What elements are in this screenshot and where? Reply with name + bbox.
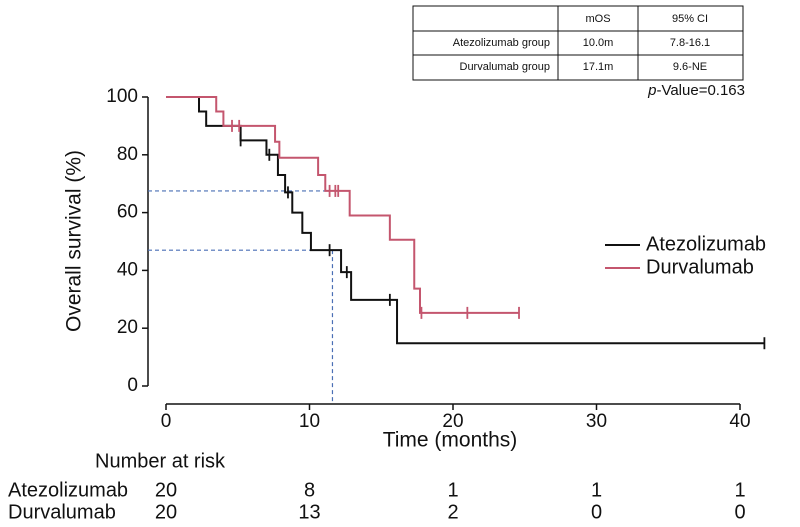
y-tick-label: 100	[106, 86, 138, 107]
risk-title: Number at risk	[95, 450, 226, 472]
y-tick-label: 80	[117, 144, 138, 165]
x-tick-label: 20	[442, 411, 463, 432]
risk-count: 20	[155, 501, 177, 523]
x-tick-label: 40	[729, 411, 750, 432]
risk-count: 0	[734, 501, 745, 523]
x-axis-label: Time (months)	[383, 429, 518, 452]
p-symbol: p	[647, 82, 656, 99]
risk-count: 13	[298, 501, 320, 523]
survival-line	[166, 96, 520, 314]
table-cell: 7.8-16.1	[670, 37, 710, 49]
summary-table-frame	[412, 5, 744, 81]
risk-count: 8	[304, 479, 315, 501]
risk-count: 1	[447, 479, 458, 501]
risk-count: 0	[591, 501, 602, 523]
risk-count: 1	[734, 479, 745, 501]
y-tick-label: 60	[117, 202, 138, 223]
p-text: -Value=0.163	[656, 82, 745, 99]
y-tick-label: 0	[127, 375, 138, 396]
table-cell: Atezolizumab group	[453, 37, 550, 49]
x-tick-label: 0	[161, 411, 172, 432]
x-tick-label: 10	[299, 411, 320, 432]
table-header: 95% CI	[672, 13, 708, 25]
risk-count: 20	[155, 479, 177, 501]
p-value: p-Value=0.163	[647, 82, 745, 99]
survival-line	[166, 96, 765, 345]
y-tick-label: 20	[117, 317, 138, 338]
risk-count: 1	[591, 479, 602, 501]
table-header: mOS	[585, 13, 610, 25]
y-axis-label: Overall survival (%)	[63, 150, 86, 332]
y-tick-label: 40	[117, 259, 138, 280]
risk-row-name: Atezolizumab	[8, 479, 128, 501]
table-cell: 17.1m	[583, 61, 614, 73]
table-cell: 9.6-NE	[673, 61, 707, 73]
risk-count: 2	[447, 501, 458, 523]
table-cell: 10.0m	[583, 37, 614, 49]
legend-label: Atezolizumab	[646, 233, 766, 255]
risk-row-name: Durvalumab	[8, 501, 116, 523]
x-tick-label: 30	[586, 411, 607, 432]
table-cell: Durvalumab group	[460, 61, 551, 73]
legend-label: Durvalumab	[646, 256, 754, 278]
